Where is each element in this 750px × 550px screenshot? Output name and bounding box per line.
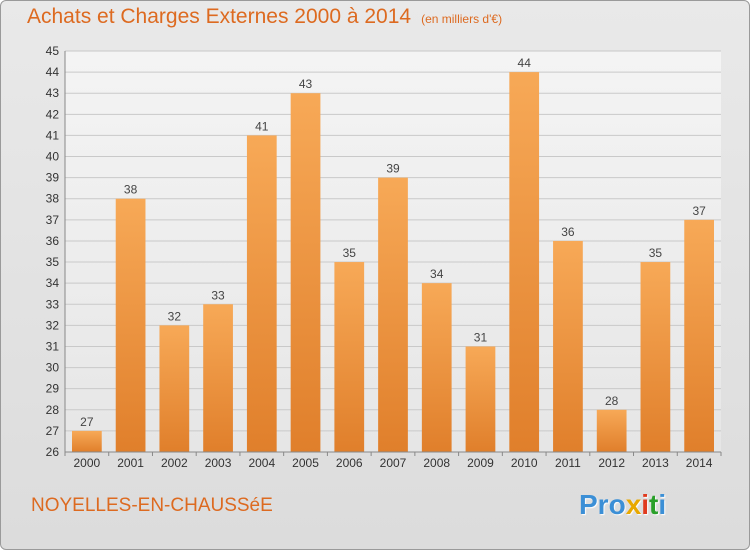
data-label: 39 — [386, 162, 400, 176]
x-tick-label: 2012 — [598, 456, 625, 470]
proxiti-logo[interactable]: Proxiti — [579, 489, 666, 521]
bar — [378, 177, 408, 452]
chart-unit: (en milliers d'€) — [421, 12, 503, 26]
x-tick-label: 2006 — [336, 456, 363, 470]
bar — [203, 304, 233, 452]
logo-text-i2: i — [658, 489, 667, 520]
bar — [334, 262, 365, 452]
logo-text-pro: Pro — [579, 489, 626, 520]
data-label: 41 — [255, 119, 269, 133]
data-label: 36 — [561, 225, 575, 239]
y-tick-label: 41 — [46, 128, 60, 142]
bar — [421, 283, 452, 452]
bar — [246, 135, 277, 452]
x-tick-label: 2001 — [117, 456, 144, 470]
y-tick-label: 43 — [46, 86, 60, 100]
y-tick-label: 27 — [46, 424, 60, 438]
y-tick-label: 42 — [46, 107, 60, 121]
x-tick-label: 2014 — [686, 456, 713, 470]
data-label: 34 — [430, 267, 444, 281]
data-label: 35 — [649, 246, 663, 260]
data-label: 43 — [299, 77, 313, 91]
y-tick-label: 30 — [46, 361, 60, 375]
logo-text-x: x — [625, 489, 642, 520]
y-tick-label: 31 — [46, 339, 60, 353]
y-tick-label: 39 — [46, 171, 60, 185]
y-tick-label: 28 — [46, 403, 60, 417]
y-tick-label: 40 — [46, 150, 60, 164]
x-tick-label: 2003 — [205, 456, 232, 470]
x-tick-label: 2011 — [555, 456, 581, 470]
y-tick-label: 38 — [46, 192, 60, 206]
data-label: 32 — [168, 309, 182, 323]
y-tick-label: 32 — [46, 318, 60, 332]
logo-text-t: t — [649, 489, 659, 520]
x-tick-label: 2010 — [511, 456, 538, 470]
data-label: 33 — [211, 288, 225, 302]
y-tick-label: 45 — [46, 44, 60, 58]
data-label: 31 — [474, 330, 488, 344]
bar — [553, 240, 583, 452]
x-tick-label: 2000 — [74, 456, 101, 470]
x-tick-label: 2007 — [380, 456, 407, 470]
y-tick-label: 34 — [46, 276, 60, 290]
y-tick-label: 37 — [46, 213, 60, 227]
x-tick-label: 2005 — [292, 456, 319, 470]
y-tick-label: 35 — [46, 255, 60, 269]
bar — [509, 72, 540, 453]
data-label: 44 — [518, 56, 532, 70]
x-tick-label: 2004 — [248, 456, 275, 470]
x-tick-label: 2013 — [642, 456, 669, 470]
bar — [640, 262, 671, 452]
y-tick-label: 26 — [46, 445, 60, 459]
bar — [684, 219, 715, 452]
bar — [596, 409, 627, 452]
y-tick-label: 29 — [46, 382, 60, 396]
y-tick-label: 44 — [46, 65, 60, 79]
data-label: 38 — [124, 183, 138, 197]
x-tick-label: 2008 — [423, 456, 450, 470]
data-label: 28 — [605, 394, 619, 408]
logo-text-i1: i — [641, 489, 650, 520]
y-tick-label: 36 — [46, 234, 60, 248]
town-name: NOYELLES-EN-CHAUSSéE — [31, 495, 273, 516]
bar — [71, 430, 102, 452]
bar — [115, 198, 146, 452]
bar — [465, 346, 496, 452]
data-label: 27 — [80, 415, 94, 429]
bar — [159, 325, 190, 452]
y-tick-label: 33 — [46, 297, 60, 311]
x-tick-label: 2002 — [161, 456, 188, 470]
data-label: 37 — [692, 204, 706, 218]
chart-title: Achats et Charges Externes 2000 à 2014 (e… — [27, 5, 502, 29]
bar — [290, 93, 321, 453]
chart-title-text: Achats et Charges Externes 2000 à 2014 — [27, 5, 412, 28]
x-tick-label: 2009 — [467, 456, 494, 470]
data-label: 35 — [343, 246, 357, 260]
